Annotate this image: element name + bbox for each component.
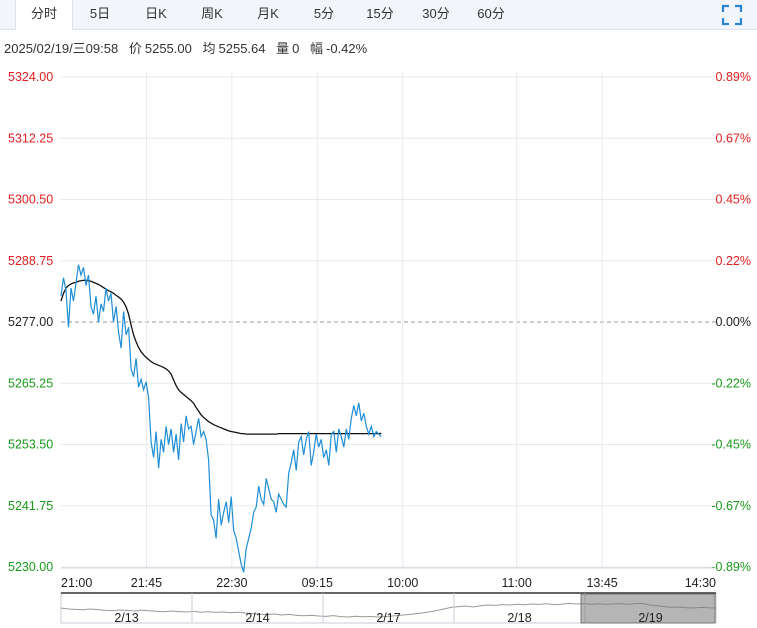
fullscreen-expand-icon[interactable] <box>721 4 743 26</box>
y-tick-label-right: 0.22% <box>716 254 751 268</box>
y-tick-label: 5265.25 <box>8 376 53 390</box>
series-line-price <box>60 264 382 573</box>
navigator-date-label: 2/17 <box>376 611 400 625</box>
navigator-date-label: 2/14 <box>245 611 269 625</box>
y-tick-label: 5241.75 <box>8 499 53 513</box>
period-tab-bar: 分时 5日 日K 周K 月K 5分 15分 30分 60分 <box>0 0 757 30</box>
series-line-avg <box>60 279 382 435</box>
navigator-date-label: 2/18 <box>507 611 531 625</box>
tab-weekly-k[interactable]: 周K <box>201 6 223 21</box>
intraday-chart[interactable]: 5324.00 0.89% 5312.25 0.67% 5300.50 0.45% 5288… <box>0 60 757 628</box>
navigator-date-label: 2/13 <box>114 611 138 625</box>
volume-value: 0 <box>292 41 300 56</box>
x-tick-label: 21:00 <box>61 576 92 590</box>
y-tick-label: 5277.00 <box>8 315 53 329</box>
navigator-selection <box>580 593 716 624</box>
y-tick-label: 5300.50 <box>8 193 53 207</box>
y-tick-label-right: 0.00% <box>716 315 751 329</box>
tab-30-min[interactable]: 30分 <box>422 6 450 21</box>
tab-intraday[interactable]: 分时 <box>15 0 73 30</box>
x-tick-label: 22:30 <box>216 576 247 590</box>
x-tick-label: 10:00 <box>387 576 418 590</box>
tab-5-day[interactable]: 5日 <box>89 6 111 21</box>
y-tick-label-right: -0.22% <box>711 376 751 390</box>
y-tick-label: 5312.25 <box>8 131 53 145</box>
avg-value: 5255.64 <box>218 41 266 56</box>
y-tick-label: 5288.75 <box>8 254 53 268</box>
y-tick-label: 5230.00 <box>8 560 53 574</box>
x-tick-label: 21:45 <box>131 576 162 590</box>
navigator-strip: 2/13 2/14 2/17 2/18 2/19 <box>60 592 717 625</box>
tab-daily-k[interactable]: 日K <box>145 6 167 21</box>
volume-label: 量 <box>276 41 290 56</box>
x-tick-label: 09:15 <box>302 576 333 590</box>
y-tick-label: 5324.00 <box>8 70 53 84</box>
change-value: -0.42% <box>326 41 368 56</box>
price-label: 价 <box>128 41 142 56</box>
tab-60-min[interactable]: 60分 <box>477 6 505 21</box>
x-tick-label: 13:45 <box>586 576 617 590</box>
y-tick-label-right: 0.45% <box>716 193 751 207</box>
price-value: 5255.00 <box>144 41 192 56</box>
change-label: 幅 <box>310 41 324 56</box>
y-tick-label-right: -0.67% <box>711 499 751 513</box>
tab-15-min[interactable]: 15分 <box>366 6 394 21</box>
navigator-date-label: 2/19 <box>638 611 662 625</box>
avg-label: 均 <box>202 41 216 56</box>
tab-monthly-k[interactable]: 月K <box>257 6 279 21</box>
tab-5-min[interactable]: 5分 <box>313 6 335 21</box>
y-tick-label: 5253.50 <box>8 438 53 452</box>
x-tick-label: 11:00 <box>501 576 531 590</box>
x-tick-label: 14:30 <box>685 576 716 590</box>
y-tick-label-right: -0.89% <box>711 560 751 574</box>
y-tick-label-right: 0.67% <box>716 131 751 145</box>
y-tick-label-right: 0.89% <box>716 70 751 84</box>
y-tick-label-right: -0.45% <box>711 438 751 452</box>
quote-datetime: 2025/02/19/三09:58 <box>4 41 119 56</box>
